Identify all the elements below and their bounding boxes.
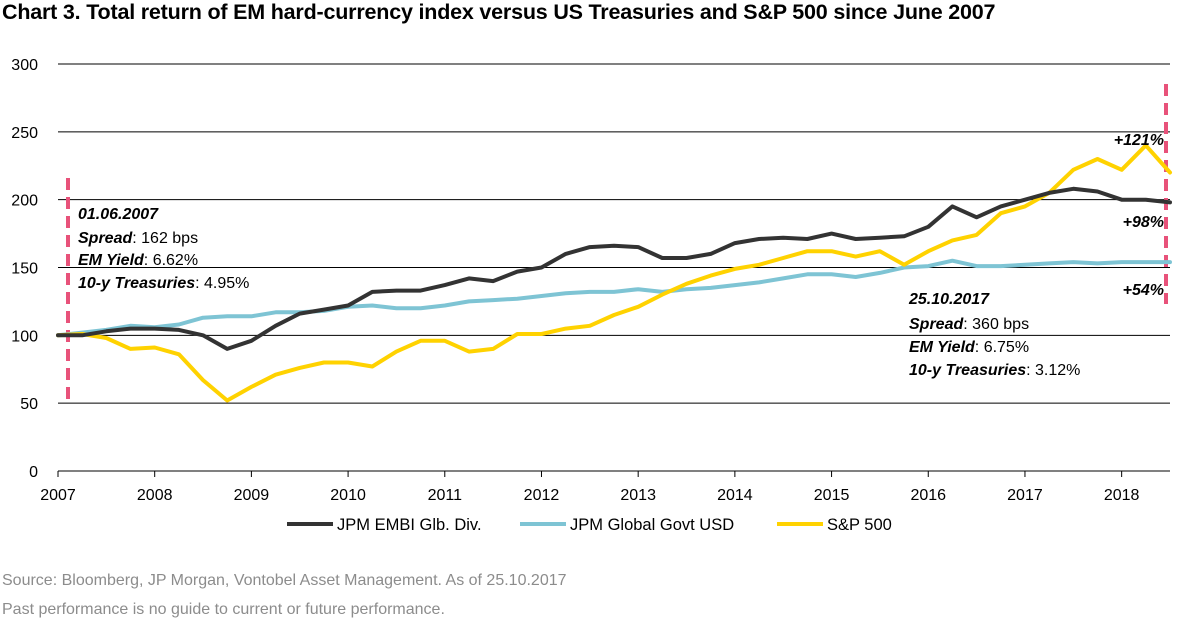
gridlines [58, 63, 1170, 472]
x-tick-label: 2011 [428, 487, 463, 504]
start-em-yield: EM Yield: 6.62% [78, 252, 198, 269]
y-tick-label: 300 [11, 57, 38, 74]
legend-label-govt: JPM Global Govt USD [570, 516, 734, 534]
end-spread: Spread: 360 bps [909, 316, 1029, 333]
y-tick-label: 100 [11, 328, 38, 345]
start-spread: Spread: 162 bps [78, 230, 198, 247]
disclaimer-note: Past performance is no guide to current … [2, 601, 445, 618]
legend-label-sp500: S&P 500 [827, 516, 892, 534]
x-tick-label: 2012 [524, 487, 560, 504]
series-lines [56, 143, 1172, 403]
x-tick-label: 2014 [717, 487, 753, 504]
x-tick-label: 2010 [330, 487, 366, 504]
end-treasuries: 10-y Treasuries: 3.12% [909, 362, 1080, 379]
start-treasuries: 10-y Treasuries: 4.95% [78, 275, 249, 292]
legend-label-embi: JPM EMBI Glb. Div. [337, 516, 482, 534]
end-annotation: 25.10.2017 Spread: 360 bps EM Yield: 6.7… [908, 291, 1080, 379]
series-govt-line [56, 258, 1172, 338]
x-tick-label: 2015 [814, 487, 850, 504]
return-label-govt: +54% [1123, 282, 1164, 299]
return-label-sp500: +121% [1114, 132, 1164, 149]
series-sp500-line [56, 143, 1172, 403]
y-tick-label: 250 [11, 125, 38, 142]
x-tick-label: 2009 [234, 487, 270, 504]
x-axis: 2007 2008 2009 2010 2011 2012 2013 2014 2015 2016… [40, 471, 1140, 504]
y-tick-label: 50 [20, 396, 38, 413]
y-tick-label: 150 [11, 261, 38, 278]
end-em-yield: EM Yield: 6.75% [909, 339, 1029, 356]
y-tick-label: 0 [29, 464, 38, 481]
x-tick-label: 2013 [620, 487, 656, 504]
x-tick-label: 2016 [910, 487, 946, 504]
start-date: 01.06.2007 [78, 206, 159, 223]
end-date: 25.10.2017 [908, 291, 990, 308]
x-tick-label: 2018 [1104, 487, 1140, 504]
x-tick-label: 2007 [40, 487, 76, 504]
series-embi-line [56, 186, 1172, 351]
y-axis: 0 50 100 150 200 250 300 [11, 57, 38, 481]
legend: JPM EMBI Glb. Div. JPM Global Govt USD S… [287, 516, 892, 534]
source-note: Source: Bloomberg, JP Morgan, Vontobel A… [2, 572, 567, 589]
x-tick-label: 2017 [1007, 487, 1043, 504]
y-tick-label: 200 [11, 193, 38, 210]
start-annotation: 01.06.2007 Spread: 162 bps EM Yield: 6.6… [78, 206, 249, 292]
chart-title: Chart 3. Total return of EM hard-currenc… [2, 0, 996, 24]
return-label-embi: +98% [1123, 214, 1164, 231]
x-tick-label: 2008 [137, 487, 173, 504]
